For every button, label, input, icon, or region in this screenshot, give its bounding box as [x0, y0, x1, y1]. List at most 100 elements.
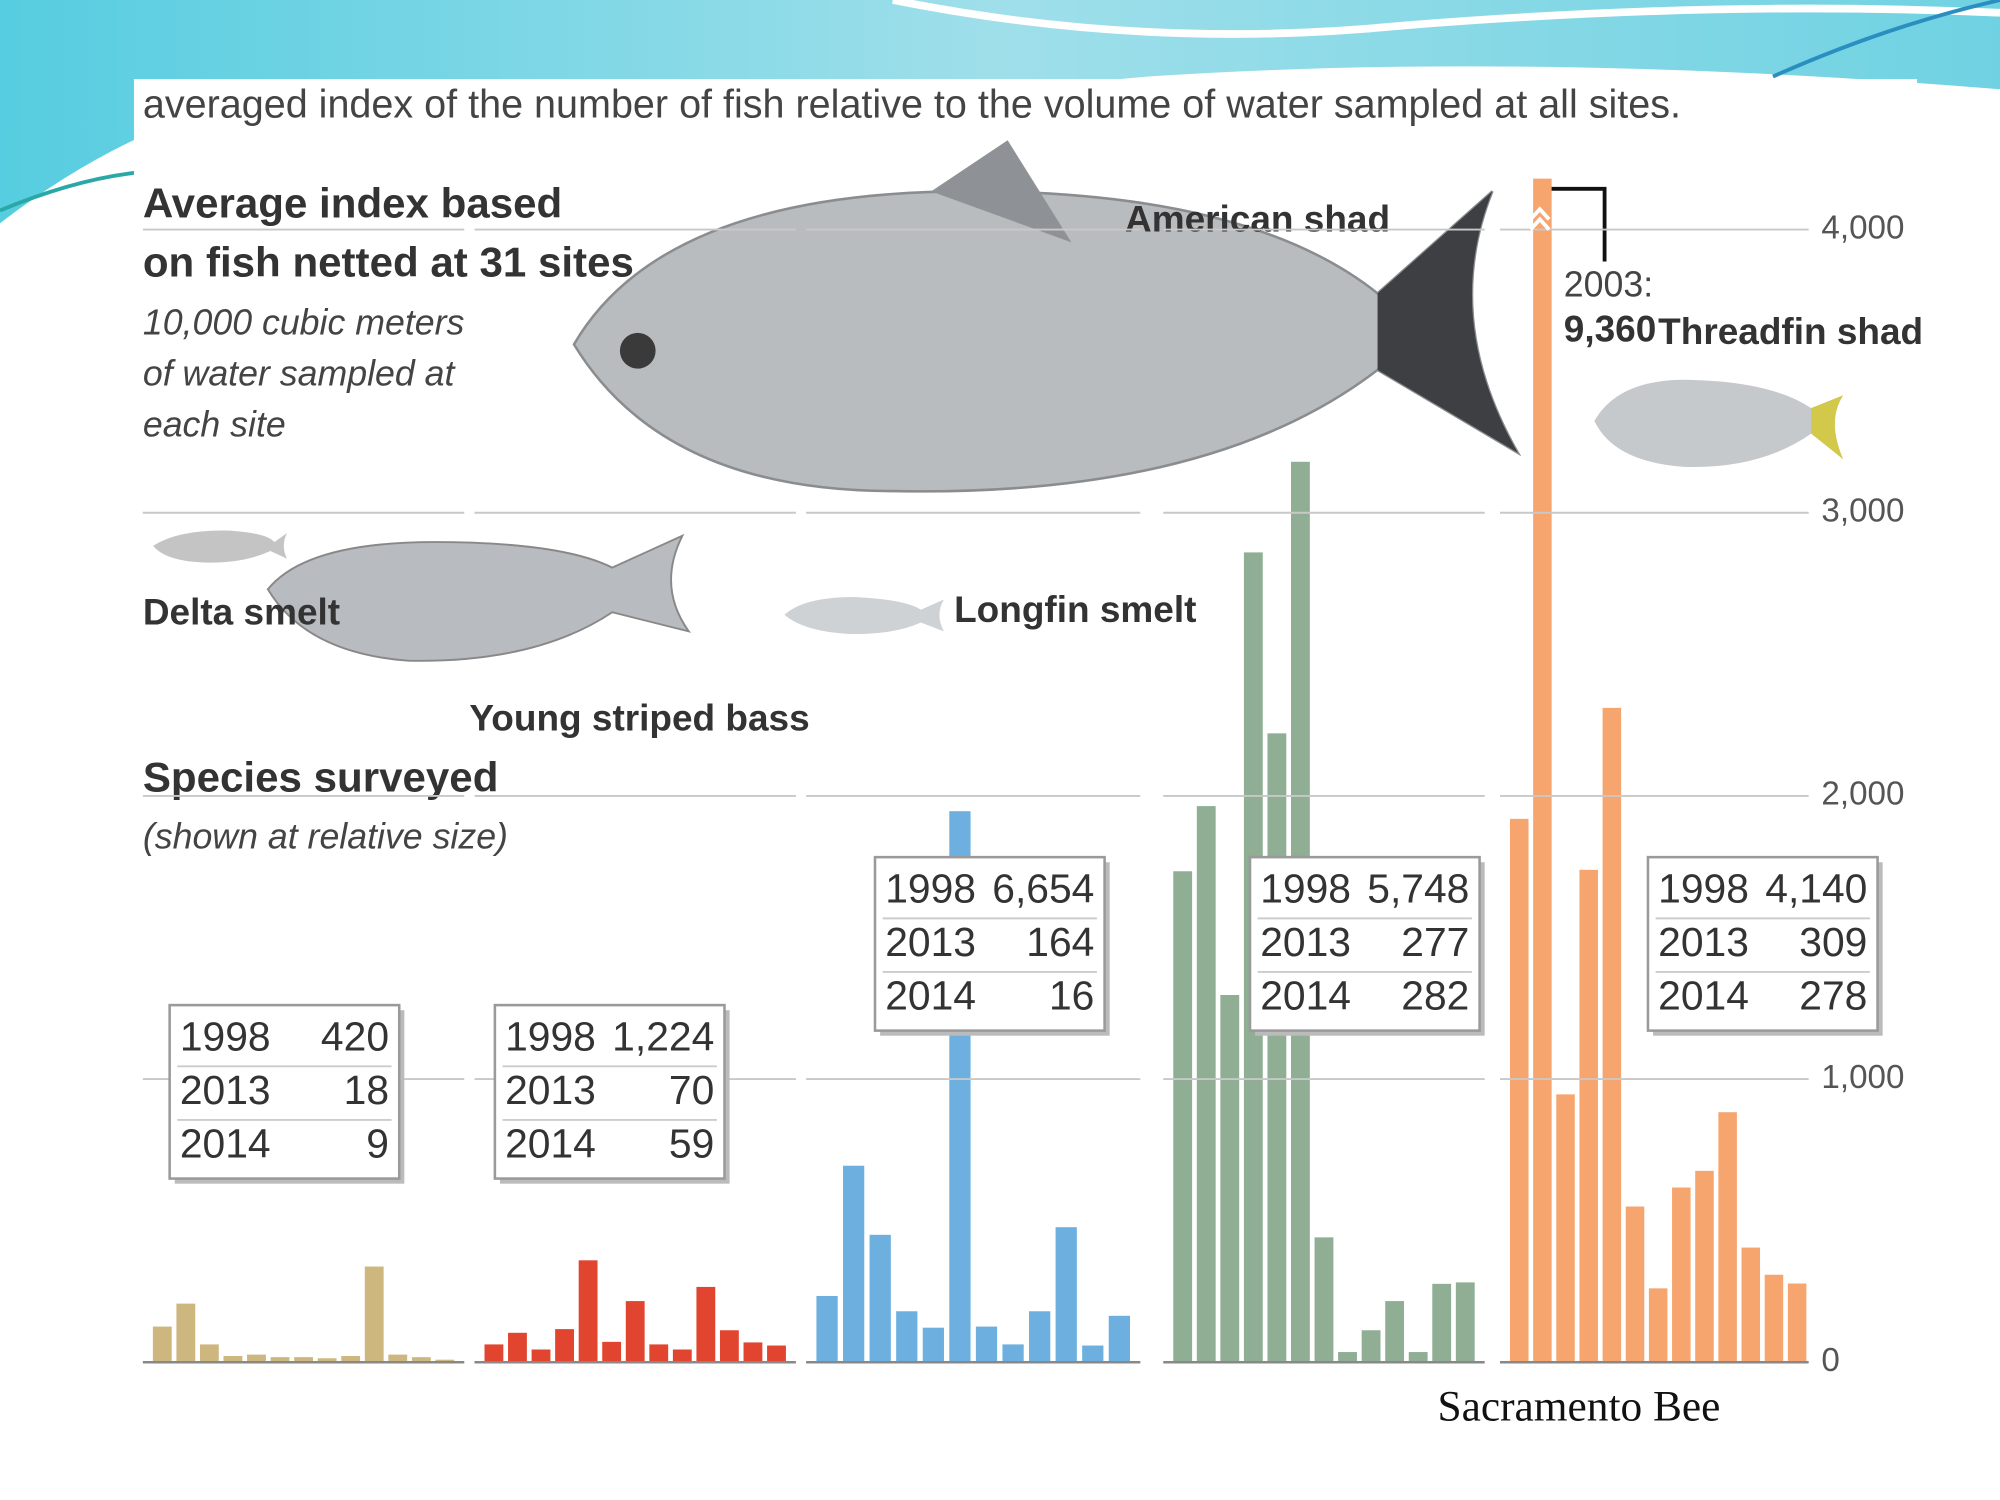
bar	[223, 1356, 243, 1363]
header-curve	[0, 170, 141, 213]
bar	[896, 1311, 918, 1363]
species-label: American shad	[1125, 199, 1390, 240]
bar	[508, 1332, 527, 1363]
bar	[1741, 1247, 1761, 1363]
table-value: 4,140	[1765, 865, 1867, 911]
bar	[843, 1165, 865, 1363]
header-band	[0, 0, 2000, 224]
chart-subtitle: each site	[143, 405, 286, 445]
table-year: 2014	[505, 1120, 596, 1166]
bar	[743, 1342, 763, 1363]
bar	[922, 1327, 944, 1363]
source: Sacramento Bee	[1438, 1383, 1721, 1431]
bar	[1718, 1112, 1737, 1363]
bar	[1625, 1206, 1645, 1363]
bar	[816, 1295, 838, 1363]
chart-subtitle: 10,000 cubic meters	[143, 303, 465, 343]
bar	[1432, 1283, 1452, 1363]
value-table	[493, 1003, 726, 1180]
bar	[1602, 707, 1622, 1363]
y-tick-label: 3,000	[1821, 493, 1904, 530]
table-value: 1,224	[612, 1013, 714, 1059]
bar	[247, 1354, 266, 1363]
species-label: Young striped bass	[469, 697, 809, 738]
bar	[294, 1357, 313, 1363]
chart-title: Average index based	[143, 180, 562, 227]
table-year: 2014	[885, 973, 976, 1019]
table-year: 2014	[1260, 973, 1351, 1019]
table-value: 16	[1049, 973, 1094, 1019]
bar	[1055, 1227, 1077, 1363]
bar	[1361, 1330, 1381, 1363]
bar	[1267, 733, 1287, 1363]
species-label: Threadfin shad	[1658, 311, 1923, 352]
table-year: 1998	[180, 1013, 271, 1059]
table-value: 18	[344, 1067, 389, 1113]
bar	[1173, 871, 1193, 1363]
bar	[1196, 806, 1216, 1363]
value-table	[1248, 855, 1481, 1032]
bar	[869, 1234, 891, 1363]
table-year: 2013	[180, 1067, 271, 1113]
bar	[975, 1326, 998, 1363]
bar	[364, 1266, 384, 1363]
bar	[1579, 869, 1598, 1363]
bar	[625, 1301, 645, 1363]
bar	[1533, 178, 1552, 1363]
bar	[696, 1286, 716, 1363]
y-tick-label: 1,000	[1821, 1059, 1904, 1096]
bar	[672, 1349, 692, 1363]
intro-text: averaged index of the number of fish rel…	[143, 83, 1681, 127]
value-table	[873, 855, 1106, 1032]
bar	[1648, 1288, 1668, 1363]
table-value: 164	[1026, 919, 1094, 965]
table-year: 2014	[180, 1120, 271, 1166]
bar	[176, 1303, 196, 1363]
table-value: 277	[1401, 919, 1469, 965]
annotation-value: 9,360	[1564, 308, 1657, 349]
bar	[531, 1349, 551, 1363]
bar	[1408, 1352, 1428, 1363]
bar	[270, 1357, 290, 1363]
annotation-leader	[1545, 186, 1607, 262]
table-year: 1998	[1260, 865, 1351, 911]
species-label: Delta smelt	[143, 592, 340, 633]
bar	[1385, 1301, 1405, 1363]
chart-title: on fish netted at 31 sites	[143, 238, 634, 285]
bar	[1029, 1311, 1051, 1363]
table-year: 1998	[505, 1013, 596, 1059]
y-tick-label: 0	[1821, 1342, 1839, 1379]
annotation-year: 2003:	[1564, 264, 1653, 304]
table-value: 420	[321, 1013, 389, 1059]
table-value: 278	[1799, 973, 1867, 1019]
bar	[602, 1341, 622, 1363]
table-year: 2013	[1658, 919, 1749, 965]
bar	[555, 1329, 574, 1363]
table-year: 1998	[1658, 865, 1749, 911]
table-value: 282	[1401, 973, 1469, 1019]
species-label: Longfin smelt	[954, 589, 1196, 630]
chart-subtitle: of water sampled at	[143, 354, 457, 394]
table-year: 1998	[885, 865, 976, 911]
table-year: 2013	[885, 919, 976, 965]
bar	[1314, 1237, 1334, 1363]
bar	[1672, 1187, 1691, 1363]
table-year: 2014	[1658, 973, 1749, 1019]
bar	[1455, 1282, 1475, 1363]
bar	[767, 1345, 786, 1363]
table-value: 6,654	[992, 865, 1094, 911]
bar	[1002, 1344, 1024, 1363]
bar	[1338, 1352, 1357, 1363]
bar	[317, 1358, 337, 1363]
bar	[578, 1260, 598, 1363]
bar	[341, 1356, 361, 1363]
bar	[649, 1344, 669, 1363]
bar	[719, 1330, 739, 1363]
bar	[1220, 994, 1240, 1363]
axis-break	[1529, 206, 1551, 231]
species-heading: Species surveyed	[143, 754, 499, 801]
table-value: 309	[1799, 919, 1867, 965]
y-tick-label: 4,000	[1821, 209, 1904, 246]
bar	[1787, 1283, 1807, 1363]
